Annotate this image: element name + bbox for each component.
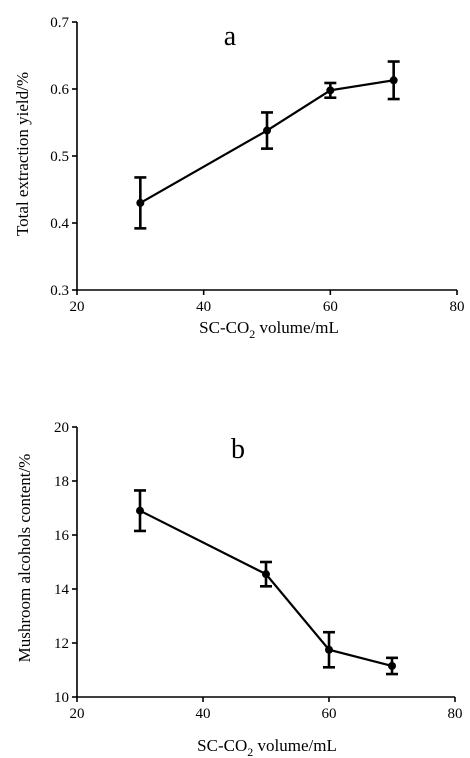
panel-b-x-axis-label-tail: volume/mL xyxy=(253,736,337,755)
panel-a-plot-area xyxy=(134,60,400,230)
panel-b-x-tick-label: 60 xyxy=(322,706,337,722)
panel-b-y-tick-label: 16 xyxy=(54,528,70,544)
panel-a-data-point xyxy=(326,86,335,95)
panel-b-y-axis-label: Mushroom alcohols content/% xyxy=(15,454,34,663)
panel-b-y-tick-label: 10 xyxy=(54,690,69,706)
panel-b-x-tick-label: 40 xyxy=(196,706,211,722)
panel-b-data-point xyxy=(325,645,333,654)
panel-b-y-ticks: 10 12 14 16 18 20 xyxy=(54,420,77,706)
chart-panel-a: 20 40 60 80 0.3 0.4 0.5 0.6 0.7 a Total extract… xyxy=(13,15,465,341)
panel-a-x-axis-label-tail: volume/mL xyxy=(255,318,339,337)
panel-a-x-axis-label-subscript: 2 xyxy=(249,327,255,341)
panel-b-axes xyxy=(76,427,455,698)
panel-b-data-point xyxy=(388,661,396,670)
panel-a-y-tick-label: 0.3 xyxy=(50,283,69,299)
panel-b-x-axis-label-main: SC-CO xyxy=(197,736,247,755)
panel-a-x-tick-label: 60 xyxy=(323,299,338,315)
panel-b-y-tick-label: 12 xyxy=(54,636,69,652)
panel-a-x-axis-label-main: SC-CO xyxy=(199,318,249,337)
panel-b-y-tick-label: 20 xyxy=(54,420,69,436)
panel-b-series-line xyxy=(139,509,393,668)
panel-a-x-axis-label: SC-CO2 volume/mL xyxy=(199,318,339,341)
panel-b-y-tick-label: 18 xyxy=(54,474,69,490)
panel-a-data-point xyxy=(263,126,271,135)
panel-a-y-axis-label: Total extraction yield/% xyxy=(13,72,32,236)
panel-b-x-axis-label-subscript: 2 xyxy=(247,745,253,758)
panel-b-plot-area xyxy=(134,489,398,676)
panel-b-data-point xyxy=(262,570,270,579)
panel-a-series-line xyxy=(139,79,394,204)
panel-a-letter: a xyxy=(224,21,237,52)
panel-a-x-ticks: 20 40 60 80 xyxy=(70,290,465,315)
panel-a-y-ticks: 0.3 0.4 0.5 0.6 0.7 xyxy=(50,15,77,299)
panel-a-axes xyxy=(76,22,457,291)
panel-a-data-point xyxy=(389,76,398,85)
panel-a-y-tick-label: 0.6 xyxy=(50,82,69,98)
panel-b-x-ticks: 20 40 60 80 xyxy=(70,697,463,722)
panel-a-x-tick-label: 20 xyxy=(70,299,85,315)
panel-b-y-tick-label: 14 xyxy=(54,582,70,598)
panel-b-x-tick-label: 20 xyxy=(70,706,85,722)
panel-a-x-tick-label: 40 xyxy=(196,299,211,315)
panel-a-x-tick-label: 80 xyxy=(450,299,465,315)
panel-b-x-axis-label: SC-CO2 volume/mL xyxy=(197,736,337,758)
panel-b-data-point xyxy=(136,506,144,515)
panel-b-x-tick-label: 80 xyxy=(448,706,463,722)
panel-a-y-tick-label: 0.5 xyxy=(50,149,69,165)
panel-a-y-tick-label: 0.7 xyxy=(50,15,69,31)
panel-a-data-point xyxy=(136,198,145,207)
panel-b-letter: b xyxy=(231,434,245,465)
panel-a-y-tick-label: 0.4 xyxy=(50,216,69,232)
chart-panel-b: 20 40 60 80 10 12 14 16 18 20 b Mushroom alcohol… xyxy=(15,420,463,758)
